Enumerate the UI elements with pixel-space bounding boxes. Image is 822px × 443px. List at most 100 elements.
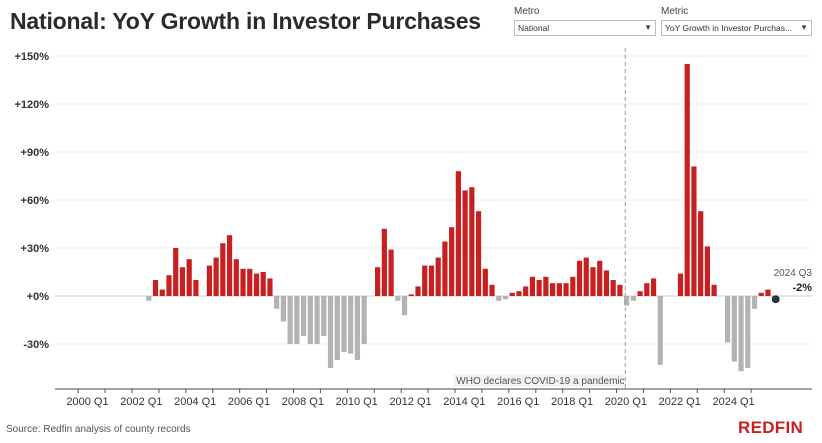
redfin-logo: REDFIN: [738, 418, 804, 437]
bar: [644, 283, 650, 296]
bar: [630, 296, 636, 301]
bar: [166, 275, 172, 296]
bar: [698, 211, 704, 296]
bar: [482, 268, 488, 296]
y-tick-label: -30%: [23, 339, 49, 351]
bar: [253, 273, 260, 296]
metric-filter-label: Metric: [661, 6, 689, 17]
metric-filter: Metric YoY Growth in Investor Purchas...…: [661, 6, 812, 36]
bar: [462, 190, 468, 296]
bar: [327, 296, 334, 368]
bar: [738, 296, 744, 372]
bar: [691, 166, 697, 296]
bar: [152, 280, 159, 296]
bar: [354, 296, 361, 360]
bar: [435, 257, 441, 296]
pandemic-annotation-box: [453, 374, 625, 387]
metric-select[interactable]: YoY Growth in Investor Purchas... ▼: [661, 20, 812, 36]
bar: [583, 257, 589, 296]
y-tick-label: +0%: [27, 291, 50, 303]
bar: [287, 296, 293, 344]
bar: [650, 278, 657, 296]
bar: [711, 284, 717, 296]
pandemic-annotation: WHO declares COVID-19 a pandemic: [456, 376, 624, 387]
y-tick-label: +60%: [21, 195, 50, 207]
bar: [314, 296, 320, 344]
bar: [475, 211, 482, 296]
bar: [617, 284, 623, 296]
bar: [590, 267, 596, 296]
bar: [570, 276, 576, 296]
bar: [267, 278, 273, 296]
bar: [240, 268, 246, 296]
bar: [381, 228, 387, 296]
bar: [751, 296, 758, 309]
metro-select[interactable]: National ▼: [514, 20, 656, 36]
bar: [745, 296, 751, 368]
bar: [159, 289, 165, 296]
bar: [758, 292, 764, 296]
bar: [556, 283, 562, 296]
bar: [193, 280, 199, 296]
bar: [442, 241, 448, 296]
chevron-down-icon: ▼: [800, 23, 808, 32]
bar: [294, 296, 300, 344]
x-tick-label: 2010 Q1: [336, 396, 378, 408]
bar: [724, 296, 731, 343]
chart-title: National: YoY Growth in Investor Purchas…: [10, 8, 481, 34]
x-tick-label: 2006 Q1: [228, 396, 270, 408]
bar: [516, 291, 522, 296]
metric-select-value: YoY Growth in Investor Purchas...: [665, 23, 793, 33]
bar: [449, 227, 455, 296]
bar: [624, 296, 630, 306]
x-tick-label: 2024 Q1: [712, 396, 754, 408]
bar: [576, 260, 583, 296]
bar: [213, 257, 219, 296]
bar: [543, 276, 549, 296]
bar: [637, 291, 643, 296]
bar: [300, 296, 307, 336]
bar: [502, 296, 509, 300]
bar: [179, 267, 186, 296]
bar: [307, 296, 313, 344]
bar: [375, 267, 381, 296]
bar: [677, 273, 684, 296]
bar: [408, 294, 414, 296]
bar: [274, 296, 280, 309]
y-tick-label: +120%: [14, 99, 49, 111]
bar: [186, 259, 192, 296]
bar: [550, 283, 556, 296]
bar: [233, 259, 239, 296]
bar: [361, 296, 367, 344]
bar: [509, 292, 515, 296]
x-tick-label: 2000 Q1: [66, 396, 108, 408]
bar: [610, 280, 616, 296]
bar: [341, 296, 347, 352]
metro-filter: Metro National ▼: [514, 6, 656, 36]
bar: [395, 296, 401, 301]
latest-point-marker: [771, 295, 780, 304]
bar: [280, 296, 286, 322]
x-tick-label: 2002 Q1: [120, 396, 162, 408]
bar: [523, 286, 529, 296]
bar: [469, 187, 475, 296]
bar: [334, 296, 340, 360]
metro-select-value: National: [518, 23, 550, 33]
bar: [563, 283, 569, 296]
bar: [206, 265, 212, 296]
bar: [226, 235, 233, 296]
bar: [401, 296, 408, 316]
metro-filter-label: Metro: [514, 6, 540, 17]
x-tick-label: 2004 Q1: [174, 396, 216, 408]
y-tick-label: +30%: [21, 243, 50, 255]
x-tick-label: 2018 Q1: [551, 396, 593, 408]
bar: [704, 246, 710, 296]
bar: [529, 276, 536, 296]
bar: [455, 171, 461, 296]
y-tick-label: +90%: [21, 147, 50, 159]
x-tick-label: 2012 Q1: [389, 396, 431, 408]
bar: [220, 243, 226, 296]
bar: [260, 272, 266, 296]
bar: [348, 296, 354, 354]
